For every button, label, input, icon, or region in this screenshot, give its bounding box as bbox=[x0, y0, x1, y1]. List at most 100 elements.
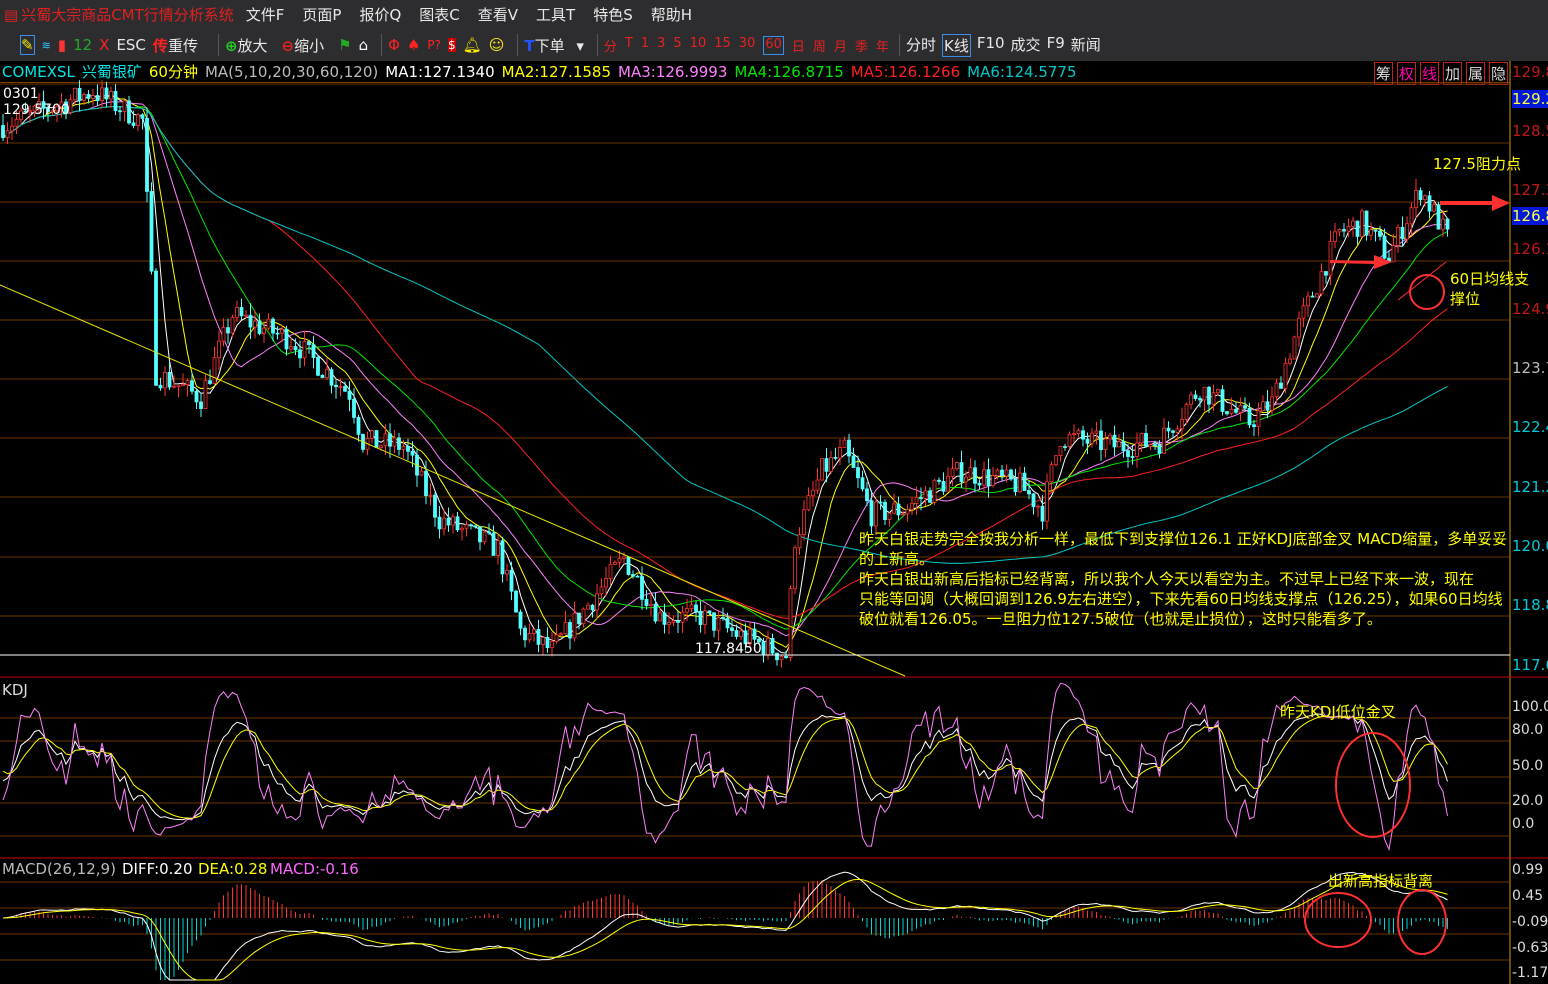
candle bbox=[1202, 386, 1207, 401]
candle bbox=[743, 630, 748, 645]
candle bbox=[1000, 469, 1004, 477]
candle bbox=[1247, 407, 1252, 426]
esc-button[interactable]: ESC bbox=[116, 36, 146, 54]
candle bbox=[1283, 362, 1288, 389]
binoculars-icon[interactable]: ♠ bbox=[406, 36, 421, 54]
period-12[interactable]: 季 bbox=[854, 39, 868, 55]
candle bbox=[455, 516, 460, 531]
candle bbox=[320, 374, 325, 379]
overlay-icon[interactable]: ≋ bbox=[41, 38, 51, 52]
candle bbox=[532, 629, 536, 634]
candle bbox=[1144, 433, 1148, 447]
toolbar: ✎ ≋ ▮ 12 X ESC 传重传 ⊕放大 ⊖缩小 ⚑ ⌂ Φ ♠ P? $ … bbox=[0, 29, 1548, 61]
candle bbox=[370, 430, 374, 439]
candle bbox=[685, 608, 689, 613]
candle bbox=[199, 401, 203, 409]
candle bbox=[1274, 382, 1279, 398]
support-circle bbox=[1409, 274, 1445, 310]
menu-help[interactable]: 帮助H bbox=[650, 6, 693, 24]
candle bbox=[302, 341, 307, 359]
candle bbox=[1108, 434, 1112, 440]
smiley-icon[interactable]: ☺ bbox=[488, 36, 505, 54]
resend-button[interactable]: 传重传 bbox=[152, 36, 198, 55]
period-13[interactable]: 年 bbox=[875, 39, 889, 55]
candle bbox=[856, 467, 860, 479]
view-0[interactable]: 分时 bbox=[905, 35, 936, 54]
candle bbox=[1301, 305, 1306, 319]
candle bbox=[37, 101, 41, 107]
period-11[interactable]: 月 bbox=[833, 39, 847, 55]
period-6[interactable]: 15 bbox=[714, 35, 731, 51]
period-4[interactable]: 5 bbox=[673, 35, 682, 51]
period-9[interactable]: 日 bbox=[791, 39, 805, 55]
order-button[interactable]: T下单 ▾ bbox=[524, 36, 584, 55]
candle bbox=[950, 468, 955, 477]
kdj-axis-label: 50.0 bbox=[1512, 758, 1544, 774]
menu-view[interactable]: 查看V bbox=[477, 6, 519, 24]
candle bbox=[703, 610, 707, 625]
flag-icon[interactable]: ⚑ bbox=[338, 36, 352, 54]
candle bbox=[1121, 441, 1126, 452]
menu-special[interactable]: 特色S bbox=[593, 6, 633, 24]
candle bbox=[1445, 218, 1450, 230]
candle bbox=[977, 482, 982, 486]
candle bbox=[118, 110, 122, 113]
period-3[interactable]: 3 bbox=[657, 35, 666, 51]
view-4[interactable]: F9 bbox=[1046, 33, 1065, 52]
candle bbox=[1162, 427, 1166, 454]
candle bbox=[1063, 446, 1067, 448]
home-icon[interactable]: ⌂ bbox=[358, 36, 369, 54]
candle bbox=[208, 380, 212, 384]
candle bbox=[964, 476, 968, 483]
period-10[interactable]: 周 bbox=[812, 39, 826, 55]
view-3[interactable]: 成交 bbox=[1010, 35, 1041, 54]
close-icon[interactable]: X bbox=[99, 36, 110, 54]
candle bbox=[136, 114, 140, 126]
price-axis-label: 124.9 bbox=[1512, 300, 1548, 318]
zoom-in-button[interactable]: ⊕放大 bbox=[224, 36, 268, 55]
candle bbox=[397, 437, 401, 450]
menu-chart[interactable]: 图表C bbox=[419, 6, 460, 24]
period-2[interactable]: 1 bbox=[640, 35, 650, 51]
candle bbox=[757, 638, 761, 643]
candle bbox=[1175, 428, 1180, 433]
kdj-note: 昨天KDJ低位金叉 bbox=[1280, 703, 1396, 721]
view-2[interactable]: F10 bbox=[976, 33, 1005, 52]
menu-file[interactable]: 文件F bbox=[245, 6, 285, 24]
candle bbox=[847, 439, 851, 457]
dollar-icon[interactable]: $ bbox=[448, 38, 456, 52]
ma2-value: MA2:127.1585 bbox=[501, 62, 611, 81]
menu-quote[interactable]: 报价Q bbox=[359, 6, 402, 24]
candle bbox=[1009, 469, 1013, 480]
candle bbox=[1018, 472, 1022, 493]
period-7[interactable]: 30 bbox=[738, 35, 756, 51]
period-1[interactable]: T bbox=[624, 35, 633, 51]
candle-icon[interactable]: ▮ bbox=[57, 36, 67, 54]
candle bbox=[257, 320, 262, 334]
menu-tools[interactable]: 工具T bbox=[536, 6, 576, 24]
period-8[interactable]: 60 bbox=[763, 35, 784, 55]
price-axis-label: 129.2 bbox=[1512, 90, 1548, 108]
period-5[interactable]: 10 bbox=[689, 35, 707, 51]
bell-icon[interactable]: 🔔︎ bbox=[462, 36, 482, 54]
help-icon[interactable]: P? bbox=[427, 38, 441, 52]
view-1[interactable]: K线 bbox=[941, 33, 971, 57]
candle bbox=[68, 99, 73, 113]
menu-page[interactable]: 页面P bbox=[302, 6, 342, 24]
candle bbox=[604, 578, 608, 588]
period-0[interactable]: 分 bbox=[603, 39, 617, 55]
view-5[interactable]: 新闻 bbox=[1070, 35, 1101, 54]
draw-tool-icon[interactable]: ✎ bbox=[20, 35, 35, 55]
candle bbox=[1220, 389, 1225, 412]
zoom-out-button[interactable]: ⊖缩小 bbox=[281, 36, 325, 55]
candle bbox=[568, 622, 572, 639]
indicator-icon[interactable]: Φ bbox=[388, 36, 400, 54]
candle bbox=[1112, 434, 1117, 448]
candle bbox=[77, 87, 82, 101]
candle bbox=[280, 328, 284, 334]
candle bbox=[1351, 220, 1355, 227]
candle bbox=[1040, 505, 1045, 522]
toolbar-12[interactable]: 12 bbox=[73, 36, 93, 54]
candle bbox=[343, 386, 347, 392]
